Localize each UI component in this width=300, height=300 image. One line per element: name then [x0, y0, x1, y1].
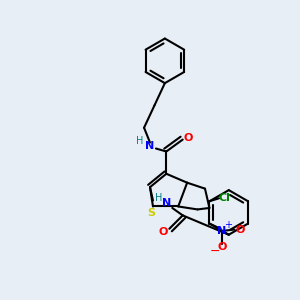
Text: H: H [136, 136, 143, 146]
Text: Cl: Cl [219, 193, 231, 203]
Text: −: − [210, 245, 221, 258]
Text: O: O [217, 242, 226, 252]
Text: N: N [162, 199, 171, 208]
Text: O: O [159, 227, 168, 237]
Text: N: N [146, 140, 154, 151]
Text: N: N [217, 226, 226, 236]
Text: O: O [236, 224, 245, 235]
Text: O: O [184, 133, 193, 143]
Text: H: H [155, 193, 163, 202]
Text: S: S [148, 208, 155, 218]
Text: +: + [224, 220, 232, 230]
